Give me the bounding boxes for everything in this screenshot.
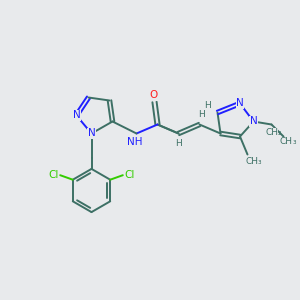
Text: Cl: Cl [48,170,59,180]
Text: H: H [175,139,182,148]
Text: NH: NH [127,137,143,147]
Text: H: H [205,101,211,110]
Text: N: N [236,98,244,109]
Text: CH₃: CH₃ [245,157,262,166]
Text: N: N [88,128,95,139]
Text: CH: CH [280,137,293,146]
Text: ₂: ₂ [278,128,281,137]
Text: N: N [73,110,80,121]
Text: O: O [149,90,157,100]
Text: N: N [250,116,257,127]
Text: H: H [199,110,205,119]
Text: CH: CH [265,128,278,137]
Text: Cl: Cl [124,170,135,180]
Text: ₃: ₃ [292,137,296,146]
